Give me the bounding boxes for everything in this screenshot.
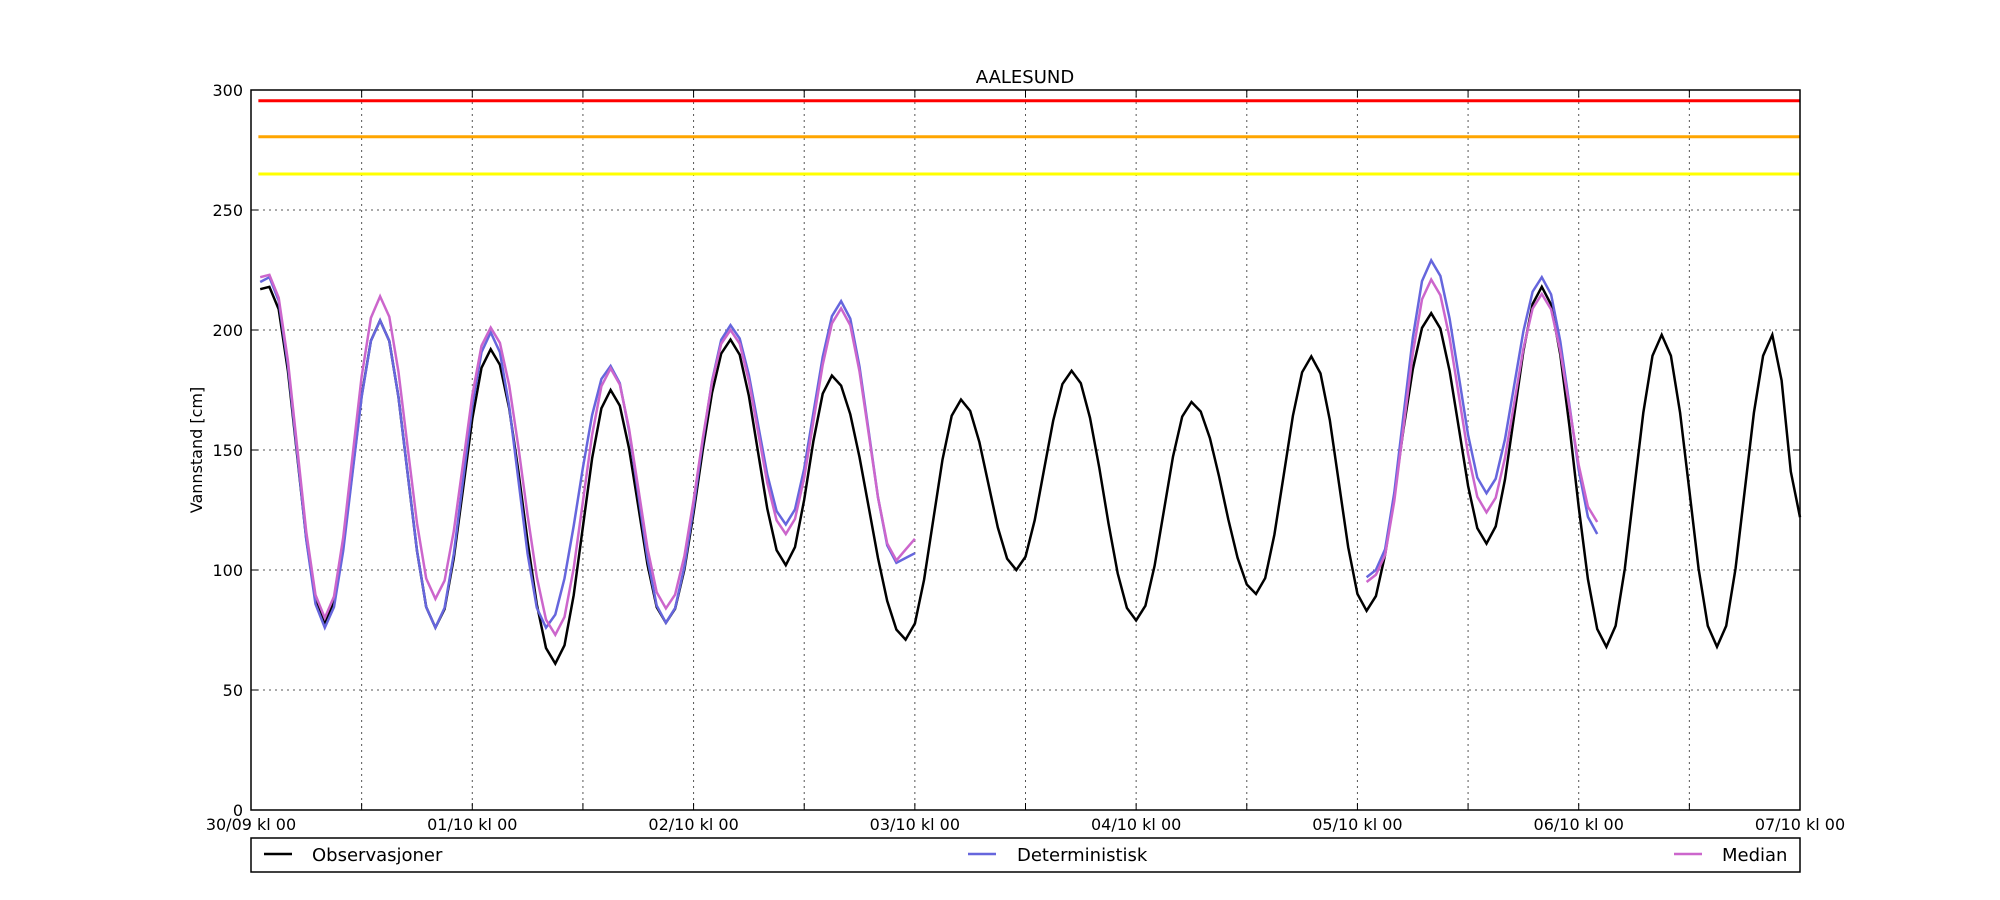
y-tick-label: 50: [223, 681, 243, 700]
x-tick-label: 05/10 kl 00: [1312, 815, 1402, 834]
chart-title: AALESUND: [976, 67, 1074, 88]
x-tick-label: 02/10 kl 00: [648, 815, 738, 834]
y-tick-label: 300: [212, 81, 243, 100]
y-axis-label: Vannstand [cm]: [187, 387, 206, 513]
series-line-deterministisk: [1365, 257, 1599, 579]
grid: [251, 90, 1800, 810]
axis-ticks: 0 50 100 150 200 250 300 30/09 kl 00 01/10 kl 00…: [206, 81, 1845, 834]
legend-label-deterministisk: Deterministisk: [1017, 845, 1148, 866]
y-tick-label: 200: [212, 321, 243, 340]
x-tick-label: 07/10 kl 00: [1755, 815, 1845, 834]
legend-label-observasjoner: Observasjoner: [312, 845, 443, 866]
y-tick-label: 100: [212, 561, 243, 580]
x-tick-label: 04/10 kl 00: [1091, 815, 1181, 834]
series-lines: [259, 257, 1802, 667]
x-tick-label: 01/10 kl 00: [427, 815, 517, 834]
legend: Observasjoner Deterministisk Median: [250, 837, 1801, 873]
y-tick-label: 0: [233, 801, 243, 820]
threshold-lines: [258, 99, 1800, 176]
legend-box: [250, 837, 1801, 873]
y-tick-label: 250: [212, 201, 243, 220]
x-tick-label: 03/10 kl 00: [870, 815, 960, 834]
series-line-median: [1365, 276, 1599, 583]
series-line-median: [259, 273, 916, 638]
x-tick-label: 30/09 kl 00: [206, 815, 296, 834]
x-tick-label: 06/10 kl 00: [1534, 815, 1624, 834]
legend-label-median: Median: [1722, 845, 1787, 866]
series-line-deterministisk: [259, 275, 916, 631]
y-tick-label: 150: [212, 441, 243, 460]
